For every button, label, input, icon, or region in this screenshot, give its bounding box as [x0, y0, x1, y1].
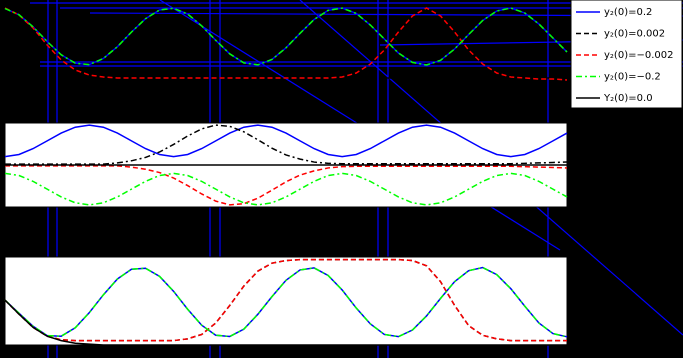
legend-box	[570, 0, 683, 109]
subplot	[4, 122, 568, 208]
series-line	[5, 124, 568, 165]
plots	[4, 7, 568, 346]
legend-label: y₂(0)=−0.002	[604, 50, 673, 61]
series-line	[4, 7, 568, 66]
series-line	[5, 165, 568, 206]
subplot	[4, 256, 568, 346]
legend-label: y₂(0)=0.2	[604, 7, 652, 18]
series-line	[4, 172, 568, 206]
series-line	[4, 299, 567, 346]
series-line	[4, 266, 568, 338]
subplot	[4, 7, 568, 81]
plot-area	[4, 256, 568, 346]
legend-label: y₂(0)=−0.2	[604, 72, 661, 83]
series-line	[4, 124, 568, 158]
series-line	[4, 258, 567, 342]
legend-label: Y₂(0)=0.0	[603, 93, 653, 104]
legend: y₂(0)=0.2 y₂(0)=0.002 y₂(0)=−0.002 y₂(0)=−0…	[570, 0, 683, 109]
series-line	[4, 7, 568, 81]
legend-label: y₂(0)=0.002	[604, 29, 665, 40]
